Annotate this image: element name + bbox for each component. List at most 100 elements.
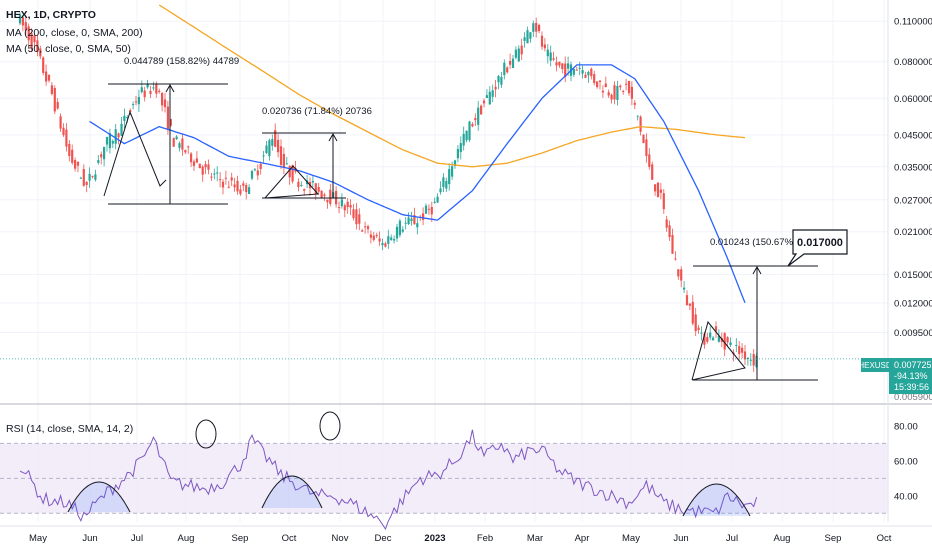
time-tick-label: Oct [282,533,297,544]
candle-body [224,177,227,179]
candle-body [18,14,22,24]
candle-body [448,169,451,185]
candle-body [384,243,387,247]
candle-body [117,133,120,138]
candle-body [33,35,36,43]
candle-body [216,172,219,174]
candle-body [204,164,207,168]
candle-body [639,116,642,132]
candle-body [94,174,97,180]
candle-body [651,164,654,180]
candle-body [439,188,442,193]
price-drawings [103,83,818,381]
candle-body [720,338,723,342]
candle-body [662,193,665,210]
candle-body [256,170,259,176]
candle-body [410,218,413,222]
candle-body [349,204,352,208]
candle-body [361,230,364,232]
candle-body [158,90,161,92]
legend-ma50[interactable]: MA (50, close, 0, SMA, 50) [6,43,131,55]
legend-symbol[interactable]: HEX, 1D, CRYPTO [6,9,96,22]
candle-body [378,238,381,242]
ticker-tag [861,358,889,372]
time-tick-label: Oct [877,533,892,544]
candle-body [311,181,314,183]
candle-body [683,287,686,290]
candle-body [134,101,138,103]
price-tick-label: 0.015000 [894,270,932,281]
candle-body [712,337,715,341]
rsi-circle-drawing [195,419,217,449]
candle-body [593,74,596,84]
candle-body [201,166,204,175]
time-tick-label: May [29,533,47,544]
candle-body [416,223,419,228]
candle-body [529,32,532,39]
candle-body [645,139,648,157]
candle-body [74,160,77,169]
candle-body [277,139,280,153]
candle-body [474,118,477,121]
candle-body [346,201,349,208]
candle-body [636,115,639,117]
candle-body [192,161,196,166]
candle-body [578,67,581,69]
last-price-tag [889,358,932,394]
target-callout-box [787,229,848,267]
measure-arrow-head [328,132,338,142]
candle-body [207,164,210,170]
candle-body [326,199,329,203]
candle-body [105,137,109,145]
rsi-line [19,429,758,531]
time-tick-label: May [622,533,640,544]
candle-body [285,163,288,165]
legend-rsi[interactable]: RSI (14, close, SMA, 14, 2) [6,423,134,435]
candle-body [71,149,74,163]
candle-body [30,33,33,49]
candle-body [274,130,277,147]
candle-body [268,140,271,157]
candle-body [320,190,323,199]
ma200-line [158,4,746,168]
candle-body [76,161,80,166]
candles [18,12,758,372]
candle-body [520,45,523,55]
candle-body [53,88,56,112]
measure-arrow-head [165,83,175,93]
candle-body [723,333,726,350]
time-tick-label: Mar [527,533,543,544]
candle-body [21,17,24,26]
rsi-arc-drawing [682,483,751,517]
triangle-pattern-drawing [103,110,167,197]
candle-body [163,99,167,108]
measure-arrow-head [752,265,762,275]
triangle-pattern-drawing [691,320,746,381]
candle-body [169,119,172,126]
candle-body [625,83,628,85]
candle-body [187,146,190,148]
price-tick-label: 0.009500 [894,328,932,339]
candle-body [221,181,225,188]
candle-body [451,166,454,177]
candle-body [239,189,242,195]
candle-body [497,76,500,83]
candle-body [590,68,593,77]
candle-body [291,165,294,182]
candle-body [619,85,622,88]
candle-body [465,130,468,141]
candle-body [65,129,68,147]
candle-body [729,342,732,345]
candle-body [103,146,106,160]
candle-body [671,235,674,254]
price-tick-label: 0.027000 [894,195,932,206]
candle-body [375,235,378,237]
candle-body [24,22,27,31]
candle-body [343,205,346,211]
legend-ma200[interactable]: MA (200, close, 0, SMA, 200) [6,27,143,39]
candle-body [616,85,619,100]
candle-body [47,74,51,81]
candle-body [146,83,149,88]
candle-body [155,83,158,94]
candle-body [749,359,752,361]
